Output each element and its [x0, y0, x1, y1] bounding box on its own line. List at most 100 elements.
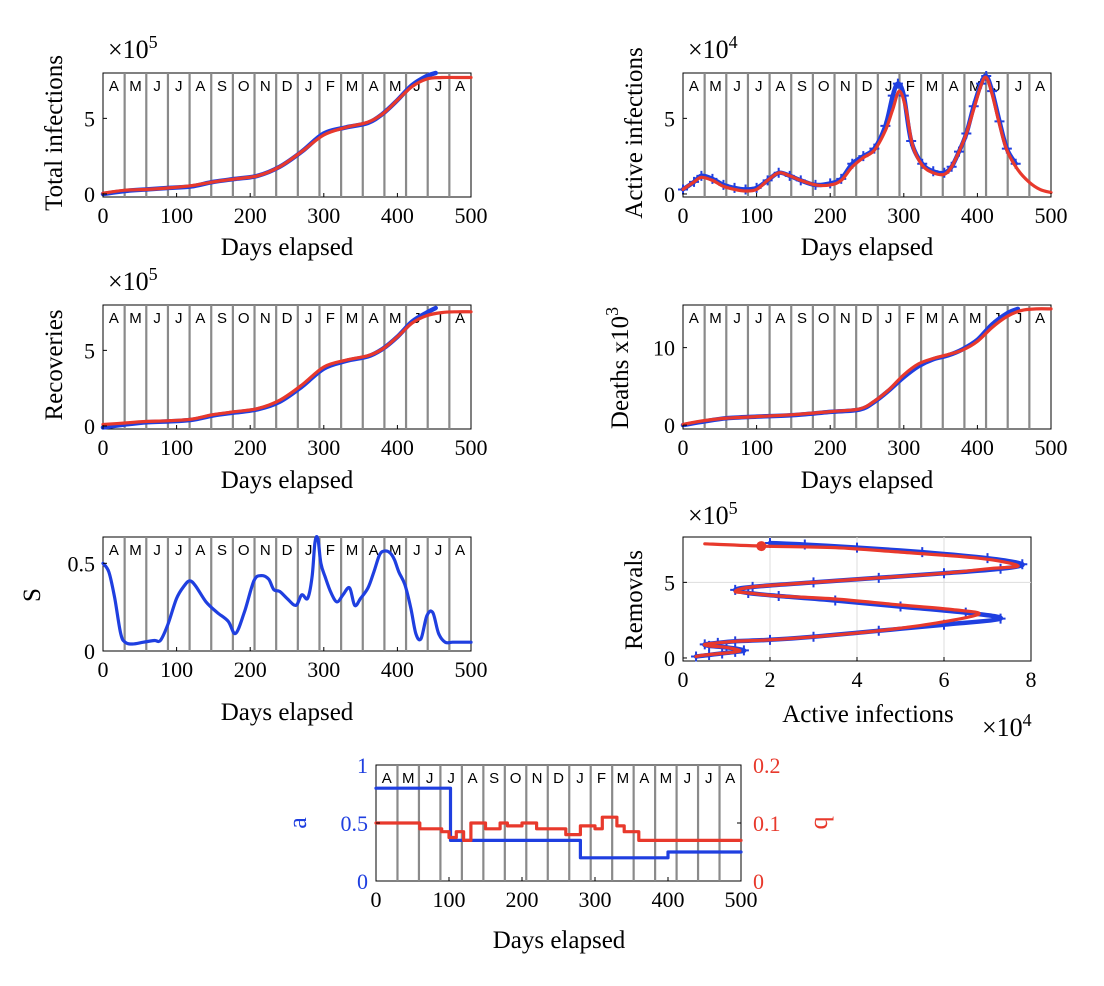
month-label: S — [217, 542, 227, 559]
month-label: J — [435, 542, 443, 559]
x-tick-label: 0 — [98, 657, 109, 682]
month-label: J — [435, 310, 443, 327]
month-label: J — [435, 78, 443, 95]
month-label: S — [217, 78, 227, 95]
ylabel-total: Total infections — [41, 55, 68, 211]
month-label: N — [260, 542, 271, 559]
x-tick-label: 400 — [381, 657, 414, 682]
month-label: M — [660, 770, 673, 787]
x-tick-label: 400 — [652, 887, 685, 912]
x-tick-label: 100 — [740, 435, 773, 460]
month-label: M — [389, 542, 402, 559]
month-label: F — [326, 78, 335, 95]
x-tick-label: 100 — [160, 657, 193, 682]
data-point-marker — [892, 78, 903, 89]
ylabel-active: Active infections — [621, 47, 648, 218]
series-line-model — [681, 75, 1053, 195]
series-line-a — [374, 786, 743, 860]
month-label: J — [426, 770, 434, 787]
x-tick-label: 2 — [765, 667, 776, 692]
month-label: M — [346, 310, 359, 327]
x-tick-label: 400 — [381, 435, 414, 460]
x-tick-label: 200 — [234, 657, 267, 682]
series-line-b — [374, 815, 743, 842]
month-label: M — [346, 78, 359, 95]
x-tick-label: 300 — [307, 203, 340, 228]
ticks-active: 0 100 200 300 400 500 0 5 — [664, 106, 1068, 228]
xlabel-active: Days elapsed — [801, 234, 934, 261]
month-label: A — [382, 770, 392, 787]
series-deaths — [680, 306, 1053, 428]
y-tick-label-right: 0.1 — [753, 811, 781, 836]
series-line-model — [101, 75, 473, 195]
month-label: A — [775, 310, 785, 327]
month-label: J — [413, 542, 421, 559]
x-tick-label: 300 — [887, 203, 920, 228]
month-label: M — [389, 78, 402, 95]
month-label: A — [1035, 310, 1045, 327]
data-point-marker — [1017, 559, 1028, 570]
ylabel-b: b — [809, 817, 838, 830]
month-label: N — [260, 310, 271, 327]
y-tick-label: 5 — [84, 106, 95, 131]
month-label: O — [818, 310, 830, 327]
month-label: A — [195, 310, 205, 327]
xlabel-total: Days elapsed — [221, 234, 354, 261]
exponent-phase-y: ×105 — [688, 498, 738, 530]
ticks-total: 0 100 200 300 400 500 0 5 — [84, 106, 488, 228]
x-tick-label: 200 — [234, 435, 267, 460]
x-tick-label: 500 — [1035, 435, 1068, 460]
y-tick-label: 10 — [653, 336, 675, 361]
month-label: F — [326, 542, 335, 559]
axes-total — [102, 72, 472, 198]
series-params — [374, 786, 743, 860]
month-label: A — [455, 78, 465, 95]
x-tick-label: 0 — [98, 203, 109, 228]
month-label: F — [326, 310, 335, 327]
month-label: J — [153, 78, 161, 95]
month-label: A — [109, 310, 119, 327]
month-label: J — [153, 542, 161, 559]
y-tick-label: 0 — [84, 414, 95, 439]
month-label: A — [468, 770, 478, 787]
month-label: J — [305, 78, 313, 95]
month-label: A — [689, 78, 699, 95]
month-label: A — [775, 78, 785, 95]
month-label: J — [733, 78, 741, 95]
month-label: J — [447, 770, 455, 787]
month-label: A — [639, 770, 649, 787]
month-label: O — [238, 542, 250, 559]
y-tick-label: 5 — [664, 106, 675, 131]
month-label: J — [733, 310, 741, 327]
x-tick-label: 100 — [160, 435, 193, 460]
axes-active — [682, 72, 1052, 198]
x-tick-label: 500 — [455, 203, 488, 228]
gridlines-phase — [683, 537, 1031, 661]
month-label: M — [402, 770, 415, 787]
month-label: D — [553, 770, 564, 787]
month-label: S — [797, 78, 807, 95]
series-phase — [691, 538, 1028, 662]
x-tick-label: 0 — [678, 667, 689, 692]
x-tick-label: 200 — [234, 203, 267, 228]
month-label: J — [305, 310, 313, 327]
month-label: J — [885, 310, 893, 327]
x-tick-label: 200 — [506, 887, 539, 912]
month-label: N — [260, 78, 271, 95]
ylabel-phase: Removals — [621, 550, 648, 650]
y-tick-label: 0 — [84, 639, 95, 664]
x-tick-label: 0 — [371, 887, 382, 912]
month-label: M — [346, 542, 359, 559]
y-tick-label: 0.5 — [68, 551, 96, 576]
xlabel-params: Days elapsed — [493, 927, 626, 954]
month-label: M — [129, 78, 142, 95]
month-label: A — [455, 310, 465, 327]
y-tick-label: 0 — [664, 182, 675, 207]
y-tick-label: 1 — [357, 753, 368, 778]
month-label: M — [926, 78, 939, 95]
month-label: J — [755, 310, 763, 327]
month-label: A — [1035, 78, 1045, 95]
x-tick-label: 400 — [381, 203, 414, 228]
ticks-deaths: 0 100 200 300 400 500 0 10 — [653, 336, 1068, 460]
